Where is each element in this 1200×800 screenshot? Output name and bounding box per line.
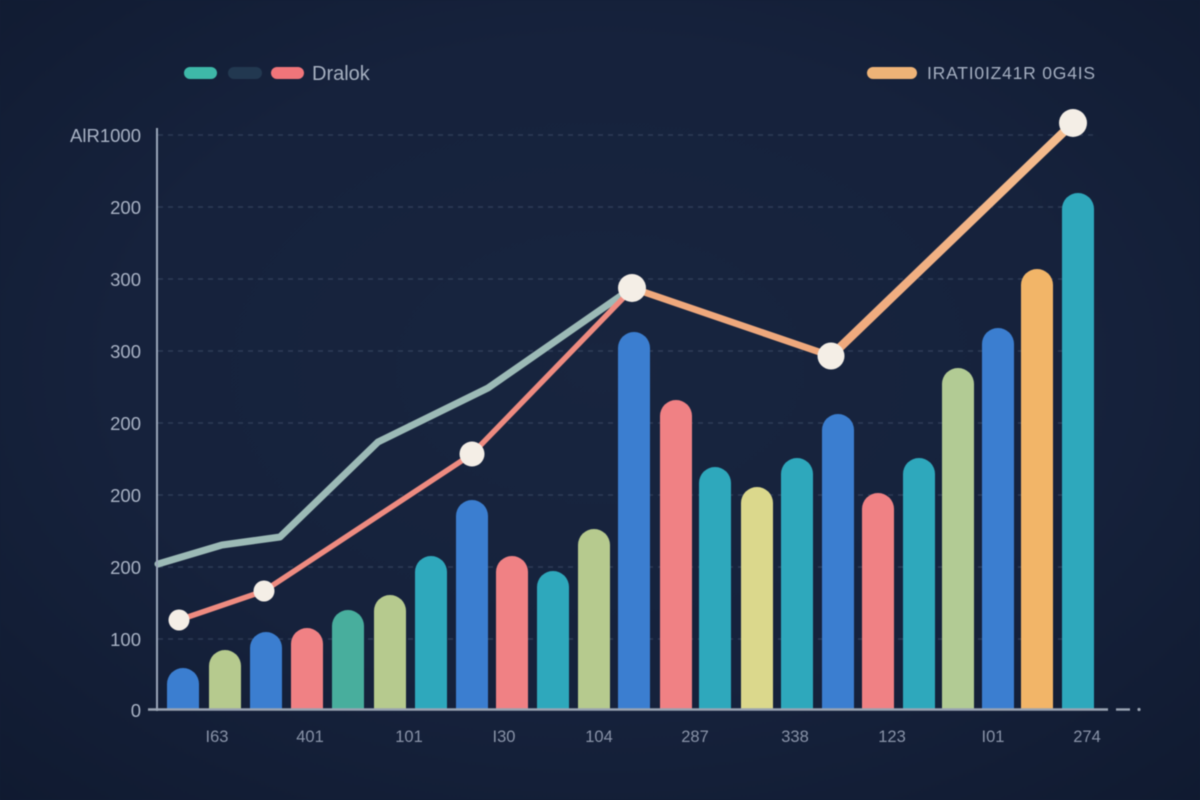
svg-text:IRATI0IZ41R 0G4IS: IRATI0IZ41R 0G4IS — [927, 63, 1096, 83]
svg-text:101: 101 — [395, 728, 423, 746]
svg-text:I30: I30 — [493, 728, 516, 746]
svg-text:AlR1000: AlR1000 — [70, 125, 141, 146]
svg-text:200: 200 — [110, 485, 141, 506]
svg-text:200: 200 — [110, 557, 141, 578]
svg-text:401: 401 — [296, 728, 324, 746]
svg-text:I01: I01 — [982, 728, 1005, 746]
svg-text:100: 100 — [110, 629, 141, 650]
svg-text:123: 123 — [878, 728, 906, 746]
svg-text:0: 0 — [131, 700, 141, 721]
svg-text:104: 104 — [585, 728, 613, 746]
svg-text:200: 200 — [110, 197, 141, 218]
svg-text:287: 287 — [681, 728, 709, 746]
svg-text:300: 300 — [110, 341, 141, 362]
svg-text:300: 300 — [110, 269, 141, 290]
svg-text:274: 274 — [1073, 728, 1101, 746]
svg-text:200: 200 — [110, 413, 141, 434]
svg-text:Dralok: Dralok — [312, 63, 371, 85]
svg-text:338: 338 — [781, 728, 809, 746]
svg-text:I63: I63 — [206, 728, 229, 746]
